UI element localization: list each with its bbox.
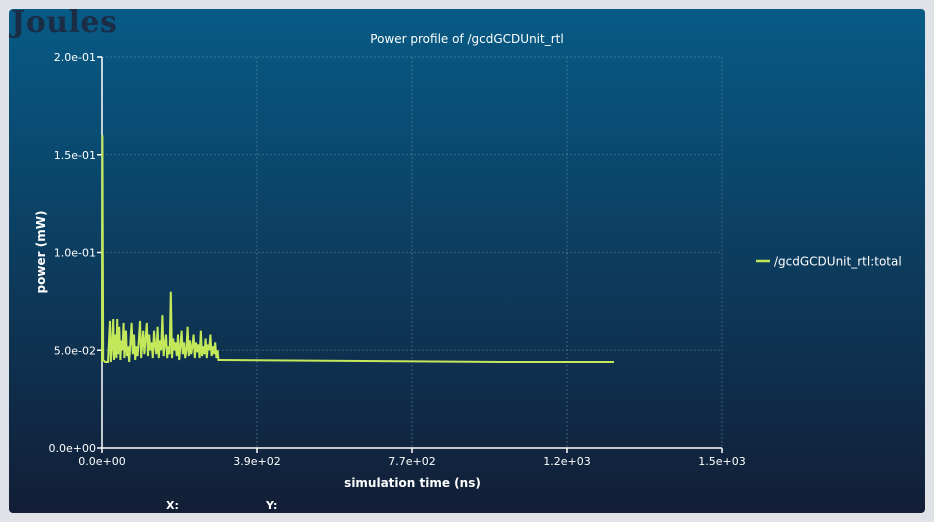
y-tick-label: 1.0e-01 [54, 247, 96, 260]
ticks: 0.0e+00 5.0e-02 1.0e-01 1.5e-01 2.0e-01 0.0e+… [49, 51, 746, 468]
x-axis-title: simulation time (ns) [344, 476, 481, 490]
x-tick-label: 1.2e+03 [543, 455, 590, 468]
legend[interactable]: /gcdGCDUnit_rtl:total [756, 255, 902, 269]
x-tick-label: 3.9e+02 [233, 455, 280, 468]
x-tick-label: 0.0e+00 [78, 455, 125, 468]
y-tick-label: 1.5e-01 [54, 149, 96, 162]
chart-title: Power profile of /gcdGCDUnit_rtl [370, 32, 563, 46]
power-chart[interactable]: 0.0e+00 5.0e-02 1.0e-01 1.5e-01 2.0e-01 0.0e+… [9, 9, 925, 513]
series-line [101, 135, 614, 363]
cursor-x-readout: X: [166, 499, 179, 512]
y-tick-label: 2.0e-01 [54, 51, 96, 64]
y-tick-label: 5.0e-02 [54, 344, 96, 357]
legend-label: /gcdGCDUnit_rtl:total [774, 255, 902, 269]
brand-logo: Joules [11, 9, 118, 40]
chart-panel: Joules 0.0e+00 5.0e-02 1.0e-01 1.5e-01 2.0e-… [9, 9, 925, 513]
x-tick-label: 1.5e+03 [698, 455, 745, 468]
cursor-y-readout: Y: [266, 499, 278, 512]
x-tick-label: 7.7e+02 [388, 455, 435, 468]
y-tick-label: 0.0e+00 [49, 442, 96, 455]
series [101, 135, 614, 363]
y-axis-title: power (mW) [34, 211, 48, 294]
grid [102, 56, 723, 448]
